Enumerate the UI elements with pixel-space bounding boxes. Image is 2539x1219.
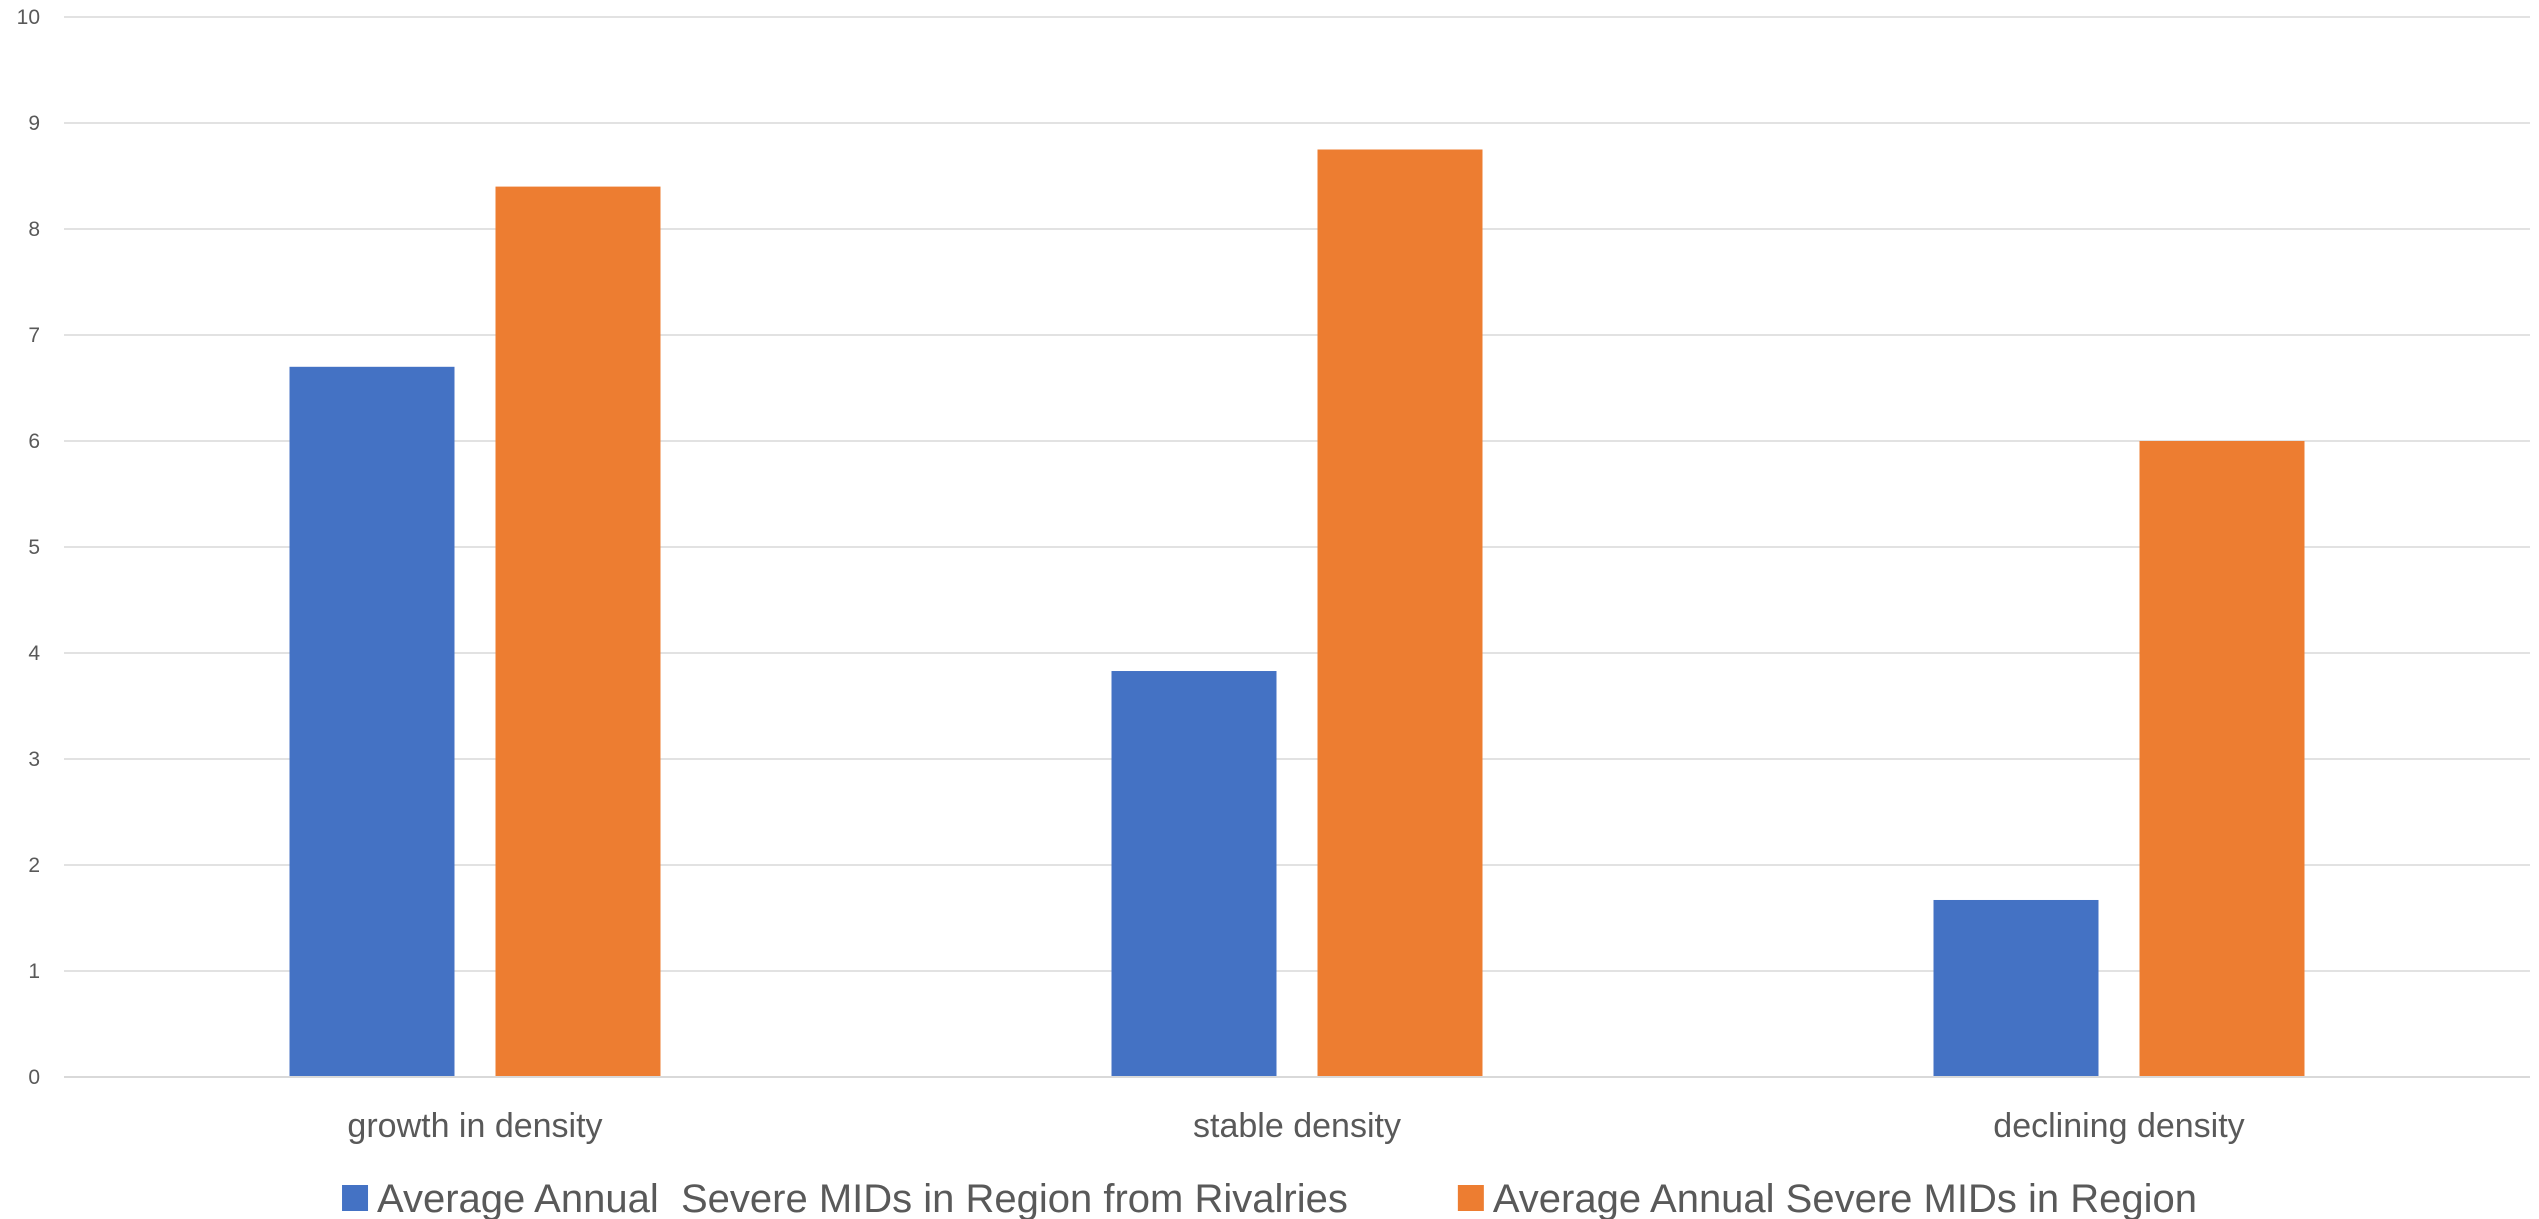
legend-label: Average Annual Severe MIDs in Region fro… xyxy=(377,1177,1348,1219)
category-label: growth in density xyxy=(347,1107,602,1145)
y-tick-label: 2 xyxy=(28,854,40,877)
bar-rivalries-2 xyxy=(1933,899,2099,1077)
bar-region-1 xyxy=(1317,149,1483,1077)
bar-region-2 xyxy=(2139,441,2305,1077)
y-tick-label: 4 xyxy=(28,642,40,665)
y-tick-label: 8 xyxy=(28,218,40,241)
y-tick-label: 0 xyxy=(28,1066,40,1089)
bar-rivalries-1 xyxy=(1111,671,1277,1077)
bar-region-0 xyxy=(495,186,661,1078)
y-tick-label: 1 xyxy=(28,960,40,983)
legend-item-rivalries: Average Annual Severe MIDs in Region fro… xyxy=(342,1177,1348,1219)
y-axis-ticks: 0 1 2 3 4 5 6 7 8 9 10 xyxy=(17,6,41,1089)
y-tick-label: 10 xyxy=(17,6,40,29)
category-label: declining density xyxy=(1993,1107,2244,1145)
y-tick-label: 9 xyxy=(28,112,40,135)
y-tick-label: 7 xyxy=(28,324,40,347)
bar-rivalries-0 xyxy=(289,366,455,1077)
bars xyxy=(289,149,2305,1078)
y-tick-label: 3 xyxy=(28,748,40,771)
y-tick-label: 5 xyxy=(28,536,40,559)
legend-swatch xyxy=(1457,1185,1484,1211)
legend: Average Annual Severe MIDs in Region fro… xyxy=(342,1177,2197,1219)
legend-item-region: Average Annual Severe MIDs in Region xyxy=(1457,1177,2197,1219)
x-axis-categories: growth in density stable density declining… xyxy=(347,1107,2244,1145)
category-label: stable density xyxy=(1193,1107,1401,1145)
y-tick-label: 6 xyxy=(28,430,40,453)
gridlines xyxy=(64,16,2530,972)
legend-label: Average Annual Severe MIDs in Region xyxy=(1493,1177,2197,1219)
legend-swatch xyxy=(342,1185,369,1211)
